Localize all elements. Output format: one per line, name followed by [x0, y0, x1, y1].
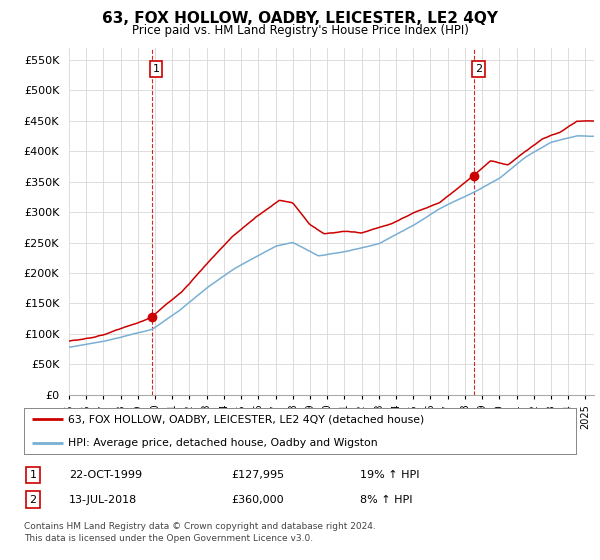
Text: 1: 1 — [152, 64, 160, 74]
Text: £360,000: £360,000 — [231, 494, 284, 505]
Text: 22-OCT-1999: 22-OCT-1999 — [69, 470, 142, 480]
Text: Price paid vs. HM Land Registry's House Price Index (HPI): Price paid vs. HM Land Registry's House … — [131, 24, 469, 36]
Text: 63, FOX HOLLOW, OADBY, LEICESTER, LE2 4QY: 63, FOX HOLLOW, OADBY, LEICESTER, LE2 4Q… — [102, 11, 498, 26]
Text: 1: 1 — [29, 470, 37, 480]
Text: 2: 2 — [29, 494, 37, 505]
Text: 19% ↑ HPI: 19% ↑ HPI — [360, 470, 419, 480]
Text: 8% ↑ HPI: 8% ↑ HPI — [360, 494, 413, 505]
Text: Contains HM Land Registry data © Crown copyright and database right 2024.
This d: Contains HM Land Registry data © Crown c… — [24, 522, 376, 543]
Text: 63, FOX HOLLOW, OADBY, LEICESTER, LE2 4QY (detached house): 63, FOX HOLLOW, OADBY, LEICESTER, LE2 4Q… — [68, 414, 424, 424]
Text: HPI: Average price, detached house, Oadby and Wigston: HPI: Average price, detached house, Oadb… — [68, 438, 378, 449]
Text: 2: 2 — [475, 64, 482, 74]
Text: 13-JUL-2018: 13-JUL-2018 — [69, 494, 137, 505]
Text: £127,995: £127,995 — [231, 470, 284, 480]
